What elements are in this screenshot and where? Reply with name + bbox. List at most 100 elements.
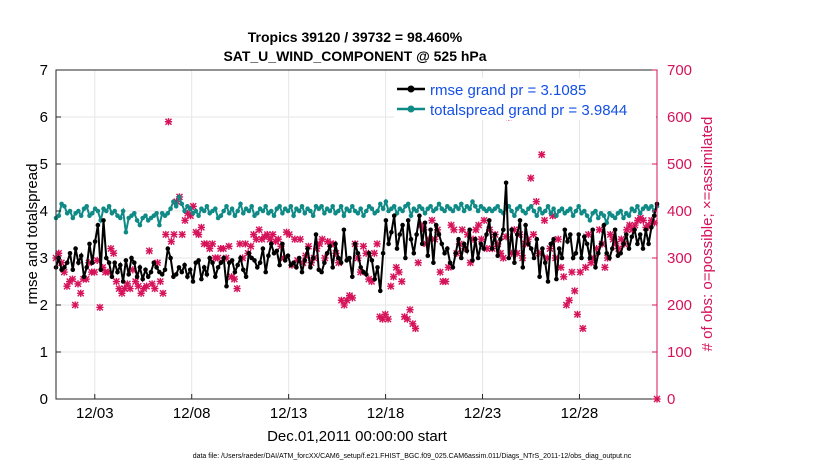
rmse-point	[598, 241, 604, 247]
obs-point	[527, 174, 535, 182]
rmse-point	[95, 222, 101, 228]
rmse-point	[145, 274, 151, 280]
totalspread-point	[442, 208, 447, 214]
chart-title-line2: SAT_U_WIND_COMPONENT @ 525 hPa	[223, 48, 486, 64]
left-tick-label: 0	[40, 391, 48, 408]
rmse-point	[252, 258, 257, 263]
rmse-point	[637, 232, 643, 237]
rmse-point	[73, 246, 78, 251]
rmse-point	[593, 265, 598, 270]
totalspread-point	[408, 213, 414, 218]
rmse-point	[554, 276, 559, 282]
rmse-point	[618, 251, 623, 256]
rmse-point	[126, 272, 131, 277]
totalspread-point	[517, 204, 523, 209]
obs-point	[398, 277, 406, 286]
rmse-point	[417, 213, 422, 218]
left-tick-label: 5	[40, 156, 48, 173]
rmse-point	[514, 232, 520, 237]
totalspread-point	[632, 208, 637, 214]
rmse-point	[436, 232, 442, 237]
left-tick-label: 2	[40, 297, 48, 314]
rmse-point	[467, 227, 473, 233]
left-tick-label: 4	[40, 203, 48, 220]
totalspread-point	[545, 204, 551, 209]
rmse-point	[640, 246, 646, 251]
totalspread-point	[380, 206, 386, 211]
obs-point	[573, 310, 582, 318]
rmse-point	[405, 218, 411, 223]
rmse-point	[285, 253, 291, 258]
legend-box	[394, 78, 656, 120]
rmse-line	[55, 182, 658, 292]
rmse-point	[76, 260, 81, 266]
totalspread-point	[364, 208, 369, 214]
totalspread-point	[193, 208, 199, 214]
totalspread-point	[123, 229, 129, 235]
left-tick-label: 3	[40, 250, 48, 267]
totalspread-point	[263, 204, 269, 209]
rmse-point	[246, 251, 252, 256]
rmse-point	[215, 265, 221, 270]
rmse-point	[378, 288, 383, 294]
rmse-point	[204, 272, 210, 277]
totalspread-point	[621, 215, 626, 221]
rmse-point	[330, 265, 336, 270]
rmse-point	[310, 255, 316, 261]
rmse-point	[308, 265, 313, 270]
rmse-point	[562, 227, 568, 233]
obs-point	[373, 240, 381, 248]
obs-point	[579, 324, 587, 333]
totalspread-point	[330, 204, 336, 209]
rmse-point	[132, 260, 137, 266]
totalspread-point	[612, 215, 618, 221]
rmse-point	[629, 234, 635, 240]
legend: rmse grand pr = 3.1085 totalspread grand…	[394, 78, 656, 120]
obs-point	[436, 268, 444, 276]
rmse-point	[350, 274, 355, 280]
totalspread-point	[201, 208, 207, 214]
obs-point	[384, 315, 392, 323]
totalspread-point	[249, 204, 254, 209]
obs-point	[532, 198, 540, 206]
rmse-point	[140, 276, 145, 282]
totalspread-point	[173, 204, 179, 209]
right-axis: 0 100 200 300 400 500 600 700	[652, 62, 692, 408]
rmse-point	[129, 255, 134, 261]
rmse-point	[445, 246, 450, 251]
rmse-point	[185, 274, 190, 280]
totalspread-point	[414, 208, 419, 214]
left-tick-label: 1	[40, 344, 48, 361]
rmse-point	[568, 232, 573, 237]
totalspread-point	[369, 206, 375, 211]
x-axis: 12/03 12/08 12/13 12/18 12/23 12/28	[76, 394, 598, 422]
obs-point	[126, 285, 134, 293]
rmse-point	[305, 246, 310, 251]
obs-point	[178, 230, 186, 239]
rmse-point	[461, 241, 467, 247]
totalspread-point	[271, 213, 277, 218]
rmse-point	[347, 255, 352, 261]
rmse-point	[456, 236, 461, 242]
rmse-point	[551, 236, 556, 242]
rmse-point	[394, 246, 400, 251]
obs-point	[568, 268, 576, 276]
obs-point	[477, 235, 485, 243]
rmse-point	[112, 260, 117, 266]
rmse-point	[263, 269, 269, 275]
rmse-point	[450, 265, 456, 270]
rmse-point	[280, 241, 285, 247]
rmse-point	[179, 269, 185, 275]
totalspread-point	[319, 204, 324, 209]
rmse-point	[498, 236, 503, 242]
obs-point	[587, 259, 595, 267]
rmse-point	[168, 255, 173, 261]
rmse-point	[327, 244, 333, 249]
rmse-point	[282, 258, 288, 263]
rmse-point	[400, 222, 405, 228]
rmse-point	[120, 279, 126, 284]
totalspread-point	[171, 199, 176, 204]
totalspread-point	[70, 215, 76, 221]
rmse-point	[322, 260, 327, 266]
totalspread-point	[375, 208, 380, 214]
